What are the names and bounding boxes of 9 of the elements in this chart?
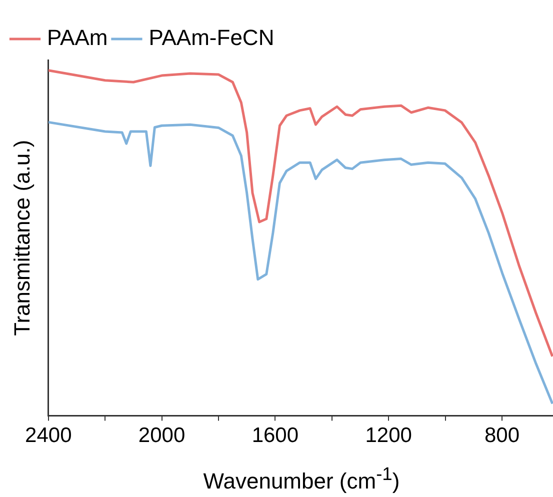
legend-label: PAAm-FeCN	[148, 25, 274, 50]
x-tick-label: 2000	[138, 424, 186, 448]
legend-label: PAAm	[47, 25, 108, 50]
x-tick-label: 1200	[365, 424, 412, 448]
x-axis-title: Wavenumber (cm$^{-1}$)	[202, 462, 401, 496]
x-tick-label: 800	[484, 424, 520, 448]
x-tick-label: 2400	[25, 424, 72, 448]
x-tick-label: 1600	[252, 424, 299, 448]
y-axis-title: Transmittance (a.u.)	[9, 140, 34, 336]
